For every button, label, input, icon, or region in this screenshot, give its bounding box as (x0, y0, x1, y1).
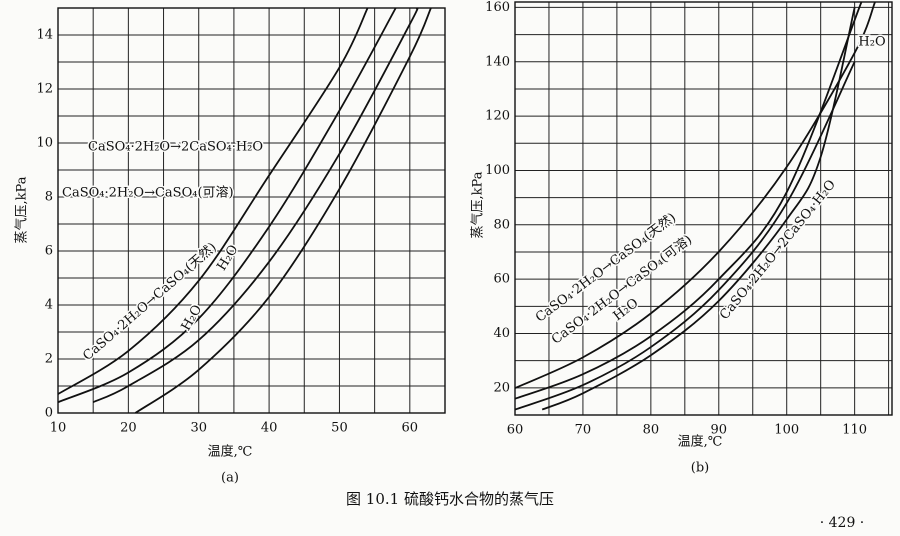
curve (92, 8, 419, 404)
y-tick-label: 100 (485, 163, 510, 178)
y-tick-label: 60 (493, 272, 510, 287)
y-axis-label: 蒸气压,kPa (470, 171, 486, 238)
x-tick-label: 90 (711, 423, 728, 438)
y-tick-label: 140 (485, 54, 510, 69)
annotation: H₂O (858, 35, 885, 50)
x-tick-label: 110 (842, 423, 867, 438)
annotation: CaSO₄·2H₂O→2CaSO₄·H₂O (88, 140, 263, 155)
y-tick-label: 14 (36, 28, 53, 43)
curve (515, 2, 876, 389)
curve (134, 8, 432, 413)
x-tick-label: 80 (643, 423, 660, 438)
x-tick-label: 60 (402, 421, 419, 436)
curve (541, 7, 856, 411)
chart: 10 20 30 40 50 60 0 2 4 6 8 10 12 14 CaSO₄·2H₂O→2CaSO₄… (14, 7, 446, 486)
plot-frame (57, 7, 446, 414)
y-tick-label: 80 (493, 217, 510, 232)
x-tick-label: 60 (507, 423, 524, 438)
x-tick-label: 50 (331, 421, 348, 436)
x-tick-label: 20 (120, 421, 137, 436)
x-tick-label: 10 (50, 421, 67, 436)
curve (58, 8, 369, 395)
x-tick-label: 100 (774, 423, 799, 438)
y-tick-label: 6 (45, 244, 53, 259)
y-tick-label: 12 (36, 82, 53, 97)
x-axis-label: 温度,℃ (208, 444, 253, 460)
annotation: H₂O (214, 242, 241, 273)
plot-frame (514, 1, 893, 416)
y-axis-label: 蒸气压,kPa (14, 176, 30, 243)
y-tick-label: 2 (45, 352, 53, 367)
y-tick-label: 10 (36, 136, 53, 151)
page-number: · 429 · (820, 515, 865, 531)
y-tick-label: 120 (485, 109, 510, 124)
curve (515, 61, 856, 411)
sub-label: (a) (221, 471, 239, 486)
figure-caption: 图 10.1 硫酸钙水合物的蒸气压 (346, 490, 554, 508)
annotation: CaSO₄·2H₂O→CaSO₄(可溶) (62, 186, 234, 201)
y-tick-label: 0 (45, 406, 53, 421)
y-tick-label: 8 (45, 190, 53, 205)
x-tick-label: 70 (575, 423, 592, 438)
y-tick-label: 160 (485, 0, 510, 15)
annotation: H₂O (179, 302, 206, 333)
x-tick-label: 30 (190, 421, 207, 436)
sub-label: (b) (691, 461, 709, 476)
y-tick-label: 20 (493, 380, 510, 395)
y-tick-label: 4 (45, 298, 53, 313)
x-tick-label: 40 (261, 421, 278, 436)
x-axis-label: 温度,℃ (678, 434, 723, 450)
curve (58, 8, 397, 404)
chart: 60 70 80 90 100 11020406080100120140160H₂OCaS… (470, 0, 893, 476)
y-tick-label: 40 (493, 326, 510, 341)
curve (515, 2, 863, 400)
